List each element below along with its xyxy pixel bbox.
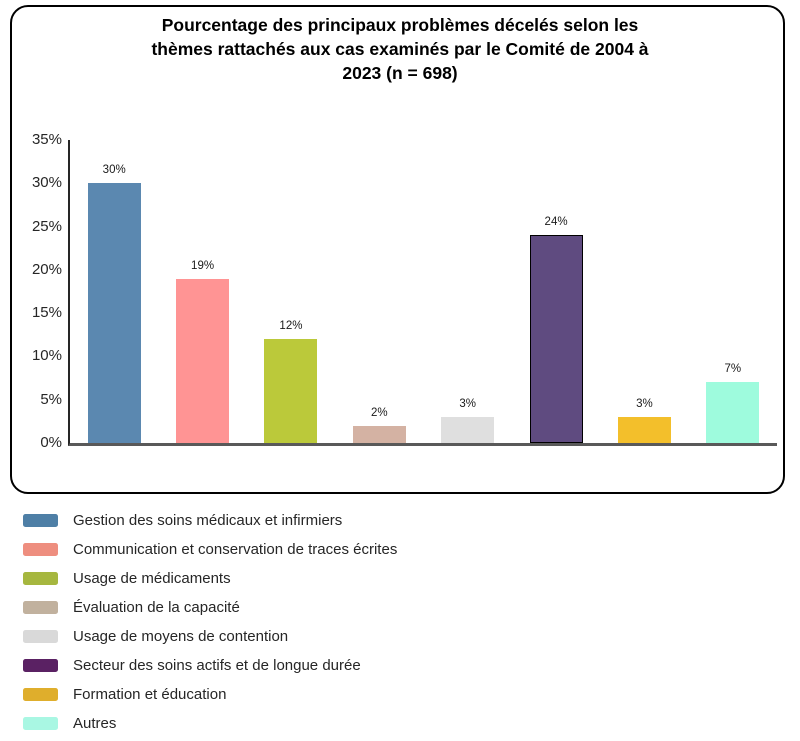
bar-slot: 30% [70,140,158,443]
legend-swatch [23,630,58,643]
legend-item: Formation et éducation [23,680,397,709]
legend-swatch [23,543,58,556]
legend-item: Secteur des soins actifs et de longue du… [23,651,397,680]
bar-value-label: 24% [544,216,568,229]
y-tick-label: 20% [31,260,62,278]
legend-label: Usage de médicaments [73,570,231,587]
legend-item: Gestion des soins médicaux et infirmiers [23,506,397,535]
legend-swatch [23,572,58,585]
bar [264,339,318,443]
bar [441,417,495,443]
legend-item: Communication et conservation de traces … [23,535,397,564]
legend-item: Usage de moyens de contention [23,622,397,651]
legend-label: Gestion des soins médicaux et infirmiers [73,512,343,529]
bar-slot: 3% [600,140,688,443]
bar-slot: 2% [335,140,423,443]
legend-swatch [23,514,58,527]
bar [617,417,671,443]
legend-swatch [23,717,58,730]
legend-label: Évaluation de la capacité [73,599,240,616]
bar [352,425,406,443]
legend-label: Formation et éducation [73,686,227,703]
bar [706,382,760,443]
y-tick-label: 15% [31,304,62,322]
y-tick-label: 25% [31,217,62,235]
bar-series: 30% 19% 12% 2% 3% 24% 3% 7% [70,140,777,443]
legend-label: Communication et conservation de traces … [73,541,398,558]
bar-value-label: 30% [102,164,126,177]
legend-item: Usage de médicaments [23,564,397,593]
y-tick-label: 10% [31,347,62,365]
bar-value-label: 3% [636,398,653,411]
y-tick-label: 30% [31,174,62,192]
legend-label: Usage de moyens de contention [73,628,289,645]
bar [176,278,230,443]
bar-slot: 3% [424,140,512,443]
legend-swatch [23,688,58,701]
legend-swatch [23,601,58,614]
legend-label: Autres [73,715,117,732]
bar-value-label: 2% [371,406,388,419]
bar-value-label: 12% [279,320,303,333]
legend-item: Évaluation de la capacité [23,593,397,622]
legend: Gestion des soins médicaux et infirmiers… [23,506,397,738]
y-tick-label: 35% [31,131,62,148]
legend-label: Secteur des soins actifs et de longue du… [73,657,361,674]
chart-title: Pourcentage des principaux problèmes déc… [0,13,800,85]
chart-title-line-3: 2023 (n = 698) [342,63,458,83]
bar-slot: 24% [512,140,600,443]
bar-value-label: 19% [191,259,215,272]
bar [529,235,583,443]
y-tick-label: 0% [40,434,62,451]
plot-area: 30% 19% 12% 2% 3% 24% 3% 7% [68,140,777,446]
bar-slot: 19% [158,140,246,443]
y-axis-labels: 0% 5% 10% 15% 20% 25% 30% 35% [0,131,62,451]
bar-value-label: 3% [459,398,476,411]
bar-value-label: 7% [724,363,742,376]
y-tick-label: 5% [40,390,62,408]
bar [87,183,141,443]
chart-title-line-1: Pourcentage des principaux problèmes déc… [161,15,639,35]
legend-swatch [23,659,58,672]
bar-slot: 7% [689,140,777,443]
chart-title-line-2: thèmes rattachés aux cas examinés par le… [151,39,649,59]
bar-slot: 12% [247,140,335,443]
legend-item: Autres [23,709,397,738]
